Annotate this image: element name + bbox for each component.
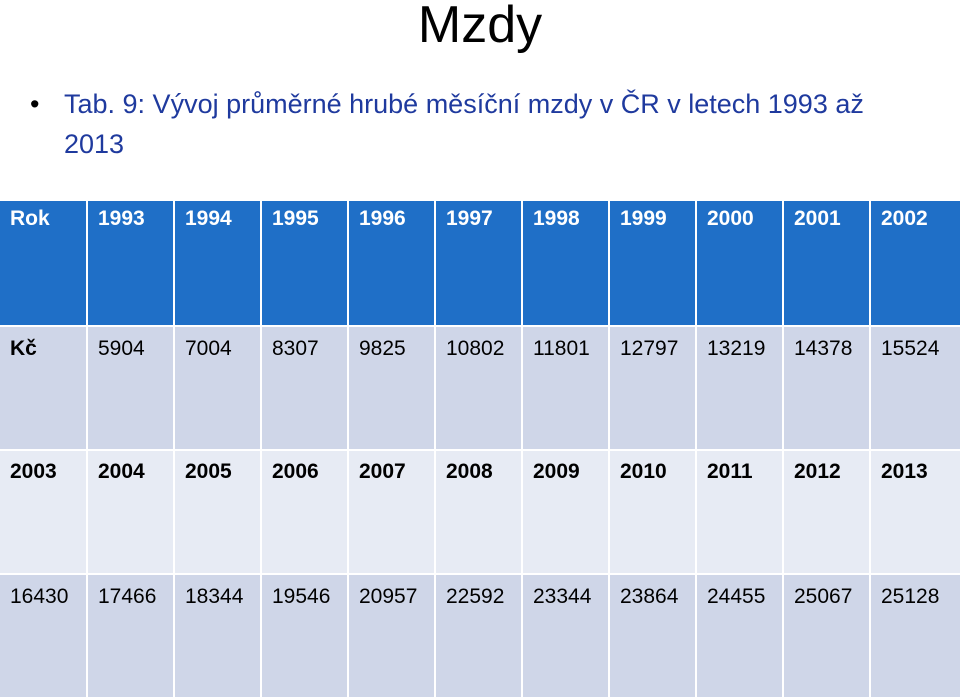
bullet-text: Tab. 9: Vývoj průměrné hrubé měsíční mzd… [64,89,864,159]
table-cell: 1993 [87,201,175,327]
table-cell: 24455 [696,574,784,699]
table-cell: 5904 [87,326,175,451]
table-cell: 14378 [783,326,871,451]
table-cell: 25128 [870,574,960,699]
table-cell: 2001 [783,201,871,327]
table-cell: 23864 [609,574,697,699]
table-cell: 2004 [87,450,175,575]
table-cell: 2002 [870,201,960,327]
slide-title: Mzdy [417,0,543,54]
table-cell: Kč [0,326,88,451]
table-cell: 2005 [174,450,262,575]
table-cell: 1999 [609,201,697,327]
table-cell: 2011 [696,450,784,575]
table-row: 2003 2004 2005 2006 2007 2008 2009 2010 … [0,450,960,575]
table-cell: 12797 [609,326,697,451]
table-cell: 18344 [174,574,262,699]
table-cell: 10802 [435,326,523,451]
table-row: Kč 5904 7004 8307 9825 10802 11801 12797… [0,326,960,451]
table-cell: Rok [0,201,88,327]
table-cell: 19546 [261,574,349,699]
table-cell: 2000 [696,201,784,327]
table-cell: 23344 [522,574,610,699]
table-cell: 22592 [435,574,523,699]
table-cell: 2003 [0,450,88,575]
table-cell: 7004 [174,326,262,451]
table-cell: 15524 [870,326,960,451]
table-cell: 2008 [435,450,523,575]
table-cell: 1994 [174,201,262,327]
table-cell: 1998 [522,201,610,327]
table-cell: 9825 [348,326,436,451]
table-cell: 13219 [696,326,784,451]
bullet-dot-icon: • [30,89,40,119]
table-cell: 2010 [609,450,697,575]
table-cell: 25067 [783,574,871,699]
table-row: 16430 17466 18344 19546 20957 22592 2334… [0,574,960,699]
table-cell: 1997 [435,201,523,327]
table-cell: 2009 [522,450,610,575]
table-cell: 16430 [0,574,88,699]
table-header-row: Rok 1993 1994 1995 1996 1997 1998 1999 2… [0,201,960,327]
table-cell: 2007 [348,450,436,575]
table-cell: 2012 [783,450,871,575]
table-cell: 2006 [261,450,349,575]
bullet-item: • Tab. 9: Vývoj průměrné hrubé měsíční m… [22,84,922,164]
table-cell: 1995 [261,201,349,327]
table-cell: 8307 [261,326,349,451]
table-cell: 17466 [87,574,175,699]
wage-table: Rok 1993 1994 1995 1996 1997 1998 1999 2… [0,201,960,699]
table-cell: 1996 [348,201,436,327]
table-cell: 20957 [348,574,436,699]
table-cell: 11801 [522,326,610,451]
table-cell: 2013 [870,450,960,575]
